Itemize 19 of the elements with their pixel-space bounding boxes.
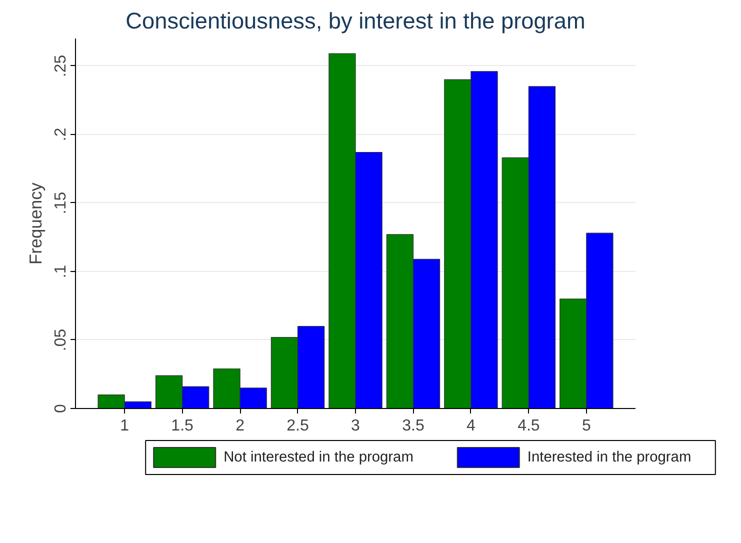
chart-title: Conscientiousness, by interest in the program xyxy=(126,8,586,34)
legend-label: Not interested in the program xyxy=(224,450,414,466)
y-tick-label: .15 xyxy=(52,192,70,214)
x-tick-label: 1 xyxy=(120,418,130,434)
y-tick-label: 0 xyxy=(52,404,70,413)
x-tick-label: 3.5 xyxy=(402,418,424,434)
x-tick-label: 4 xyxy=(466,418,476,434)
y-tick-label: .05 xyxy=(52,328,70,352)
y-tick-label: .2 xyxy=(52,128,70,142)
y-tick-label: .1 xyxy=(52,264,70,278)
x-tick-label: 2 xyxy=(236,418,245,434)
y-tick-label: .25 xyxy=(52,54,70,78)
x-tick-label: 3 xyxy=(351,418,360,434)
x-tick-label: 4.5 xyxy=(518,418,540,434)
legend-label: Interested in the program xyxy=(527,450,692,466)
y-axis-title: Frequency xyxy=(26,182,46,264)
x-tick-label: 1.5 xyxy=(171,418,194,434)
x-tick-label: 5 xyxy=(582,418,591,434)
x-tick-label: 2.5 xyxy=(286,418,309,434)
